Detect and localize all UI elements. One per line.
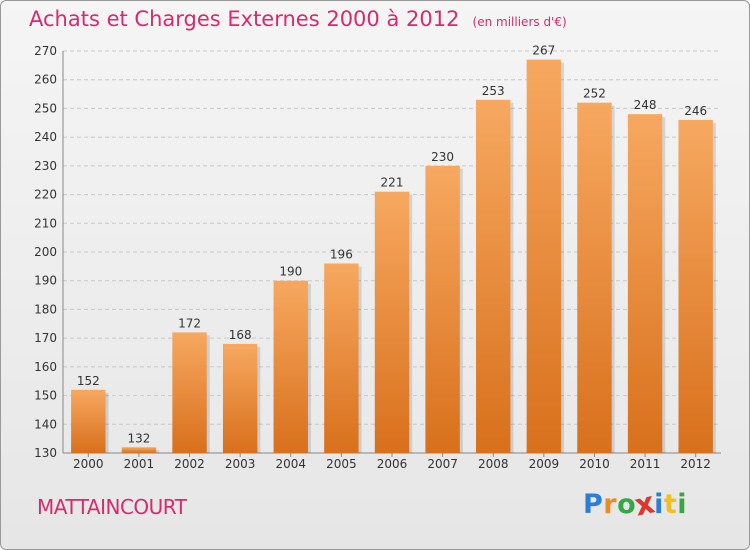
data-label-2001: 132 <box>127 431 150 445</box>
chart-unit: (en milliers d'€) <box>472 15 567 29</box>
data-label-2004: 190 <box>279 265 302 279</box>
data-label-2010: 252 <box>583 87 606 101</box>
proxiti-logo: Proxiti <box>583 486 688 523</box>
bar-2002 <box>172 332 207 453</box>
y-tick-label: 160 <box>34 360 57 374</box>
y-tick-label: 270 <box>34 44 57 58</box>
y-tick-label: 130 <box>34 446 57 460</box>
x-tick-label-2010: 2010 <box>579 457 610 471</box>
x-tick-label-2000: 2000 <box>73 457 104 471</box>
x-tick-label-2011: 2011 <box>630 457 661 471</box>
y-tick-label: 260 <box>34 73 57 87</box>
bar-2008 <box>476 99 511 454</box>
chart-header: Achats et Charges Externes 2000 à 2012 (… <box>29 7 567 31</box>
y-tick-label: 250 <box>34 101 57 115</box>
data-label-2006: 221 <box>381 176 404 190</box>
bar-2006 <box>374 191 410 453</box>
bar-2012 <box>678 119 713 454</box>
logo-letter: i <box>677 489 688 520</box>
y-tick-label: 240 <box>34 130 57 144</box>
data-label-2000: 152 <box>77 374 100 388</box>
y-tick-label: 230 <box>34 159 57 173</box>
bar-2001 <box>121 447 157 453</box>
x-tick-label-2002: 2002 <box>174 457 205 471</box>
bar-2004 <box>273 280 308 453</box>
x-tick-label-2012: 2012 <box>680 457 711 471</box>
y-tick-label: 150 <box>34 389 57 403</box>
logo-letter: t <box>663 489 678 520</box>
data-label-2012: 246 <box>684 104 707 118</box>
logo-letter: r <box>603 489 618 520</box>
x-tick-label-2008: 2008 <box>478 457 509 471</box>
x-tick-label-2004: 2004 <box>275 457 306 471</box>
commune-name: MATTAINCOURT <box>37 495 187 519</box>
y-tick-label: 180 <box>34 302 57 316</box>
bar-2007 <box>425 165 460 453</box>
x-tick-label-2006: 2006 <box>377 457 408 471</box>
chart-title: Achats et Charges Externes 2000 à 2012 <box>29 7 460 31</box>
y-tick-label: 190 <box>34 274 57 288</box>
y-tick-label: 200 <box>34 245 57 259</box>
x-tick-label-2007: 2007 <box>427 457 458 471</box>
data-label-2005: 196 <box>330 247 353 261</box>
data-label-2002: 172 <box>178 316 201 330</box>
bar-2005 <box>324 263 359 453</box>
data-label-2007: 230 <box>431 150 454 164</box>
y-tick-label: 210 <box>34 216 57 230</box>
x-tick-label-2009: 2009 <box>529 457 560 471</box>
data-label-2008: 253 <box>482 84 505 98</box>
data-label-2009: 267 <box>532 44 555 58</box>
data-label-2011: 248 <box>634 98 657 112</box>
logo-letter: P <box>583 489 604 520</box>
data-label-2003: 168 <box>229 328 252 342</box>
logo-letter: i <box>654 489 664 520</box>
bar-2000 <box>71 389 106 453</box>
y-tick-label: 170 <box>34 331 57 345</box>
x-tick-label-2003: 2003 <box>225 457 256 471</box>
y-tick-label: 140 <box>34 417 57 431</box>
x-tick-label-2001: 2001 <box>124 457 155 471</box>
logo-letter: o <box>617 489 637 520</box>
y-tick-label: 220 <box>34 188 57 202</box>
bar-2010 <box>577 102 612 453</box>
bar-2003 <box>222 343 258 453</box>
bar-2009 <box>526 59 562 453</box>
x-tick-label-2005: 2005 <box>326 457 357 471</box>
bar-2011 <box>627 114 663 454</box>
